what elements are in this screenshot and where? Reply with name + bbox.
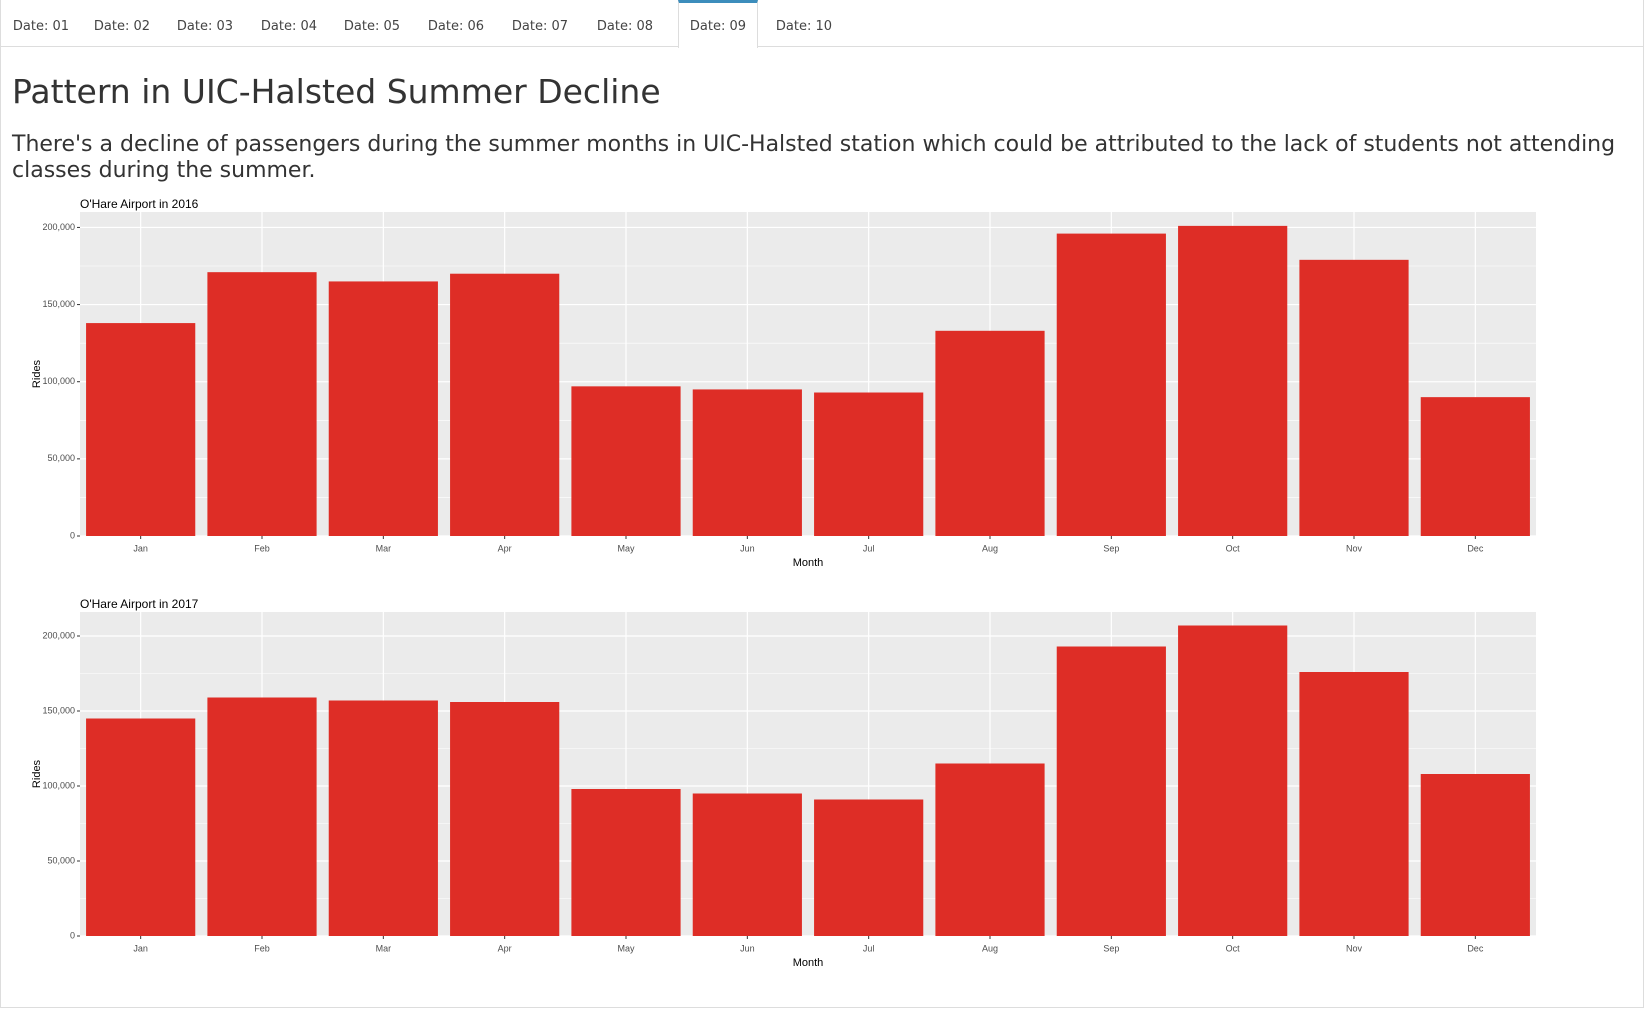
x-tick-label: May — [617, 943, 635, 953]
x-tick-label: Jun — [740, 543, 755, 553]
y-tick-label: 50,000 — [47, 855, 75, 865]
bar-sep — [1056, 646, 1166, 936]
x-tick-label: Jul — [863, 543, 875, 553]
y-tick-label: 150,000 — [42, 705, 75, 715]
bar-jan — [86, 718, 196, 936]
x-tick-label: Apr — [498, 543, 512, 553]
bar-apr — [450, 273, 560, 536]
chart-2016: O'Hare Airport in 2016 0 50,000 100,000 150,… — [20, 197, 1640, 598]
x-tick-label: Oct — [1226, 943, 1241, 953]
bar-feb — [207, 272, 317, 536]
x-tick-label: Sep — [1103, 543, 1119, 553]
bar-dec — [1420, 397, 1530, 536]
bar-jul — [814, 799, 924, 936]
x-tick-label: Dec — [1467, 543, 1484, 553]
tab-bar: Date: 01 Date: 02 Date: 03 Date: 04 Date… — [0, 0, 1644, 48]
plot-panel — [80, 612, 1536, 936]
x-axis-title: Month — [793, 957, 824, 969]
bar-feb — [207, 697, 317, 936]
bar-sep — [1056, 233, 1166, 536]
page-title: Pattern in UIC-Halsted Summer Decline — [12, 72, 661, 111]
y-tick-label: 100,000 — [42, 780, 75, 790]
bar-aug — [935, 330, 1045, 536]
x-tick-label: Oct — [1226, 543, 1241, 553]
x-tick-label: Aug — [982, 943, 998, 953]
tab-date-02[interactable]: Date: 02 — [93, 19, 151, 34]
bar-oct — [1178, 225, 1288, 536]
x-tick-label: Jul — [863, 943, 875, 953]
y-axis-title: Rides — [31, 359, 43, 388]
y-tick-label: 50,000 — [47, 453, 75, 463]
y-tick-label: 0 — [70, 930, 75, 940]
x-tick-label: Mar — [376, 543, 392, 553]
y-axis-title: Rides — [31, 759, 43, 788]
tab-date-06[interactable]: Date: 06 — [427, 19, 485, 34]
bar-nov — [1299, 259, 1409, 536]
x-tick-label: Jan — [133, 943, 148, 953]
bar-jul — [814, 392, 924, 536]
y-tick-label: 150,000 — [42, 299, 75, 309]
x-tick-label: Dec — [1467, 943, 1484, 953]
x-tick-label: Feb — [254, 543, 270, 553]
x-tick-label: Feb — [254, 943, 270, 953]
tab-date-04[interactable]: Date: 04 — [260, 19, 318, 34]
x-tick-label: Sep — [1103, 943, 1119, 953]
bar-nov — [1299, 672, 1409, 936]
x-tick-label: Nov — [1346, 543, 1363, 553]
chart-2017: O'Hare Airport in 2017 0 50,000 100,000 150,… — [20, 597, 1640, 998]
chart-title: O'Hare Airport in 2017 — [80, 598, 199, 611]
y-tick-label: 200,000 — [42, 222, 75, 232]
y-tick-label: 0 — [70, 530, 75, 540]
bar-oct — [1178, 625, 1288, 936]
bar-aug — [935, 763, 1045, 936]
tab-date-09[interactable]: Date: 09 — [678, 0, 758, 48]
bar-may — [571, 386, 681, 536]
chart-2016-svg: O'Hare Airport in 2016 0 50,000 100,000 150,… — [31, 197, 1536, 569]
x-tick-label: Jun — [740, 943, 755, 953]
y-tick-label: 100,000 — [42, 376, 75, 386]
bar-mar — [328, 700, 438, 936]
x-axis-title: Month — [793, 557, 824, 569]
chart-title: O'Hare Airport in 2016 — [80, 198, 199, 211]
bar-may — [571, 789, 681, 936]
page-description: There's a decline of passengers during t… — [12, 132, 1616, 183]
tab-date-10[interactable]: Date: 10 — [775, 19, 833, 34]
bar-apr — [450, 702, 560, 936]
tab-date-08[interactable]: Date: 08 — [596, 19, 654, 34]
x-tick-label: Apr — [498, 943, 512, 953]
x-tick-label: Mar — [376, 943, 392, 953]
bar-jun — [692, 793, 802, 936]
x-tick-label: May — [617, 543, 635, 553]
x-tick-label: Nov — [1346, 943, 1363, 953]
bar-mar — [328, 281, 438, 536]
tab-date-01[interactable]: Date: 01 — [12, 19, 70, 34]
x-tick-label: Aug — [982, 543, 998, 553]
bar-jan — [86, 323, 196, 536]
tab-date-03[interactable]: Date: 03 — [176, 19, 234, 34]
y-tick-label: 200,000 — [42, 630, 75, 640]
chart-2017-svg: O'Hare Airport in 2017 0 50,000 100,000 150,… — [31, 597, 1536, 969]
tab-date-07[interactable]: Date: 07 — [511, 19, 569, 34]
x-tick-label: Jan — [133, 543, 148, 553]
bar-dec — [1420, 774, 1530, 936]
bar-jun — [692, 389, 802, 536]
tab-date-05[interactable]: Date: 05 — [343, 19, 401, 34]
